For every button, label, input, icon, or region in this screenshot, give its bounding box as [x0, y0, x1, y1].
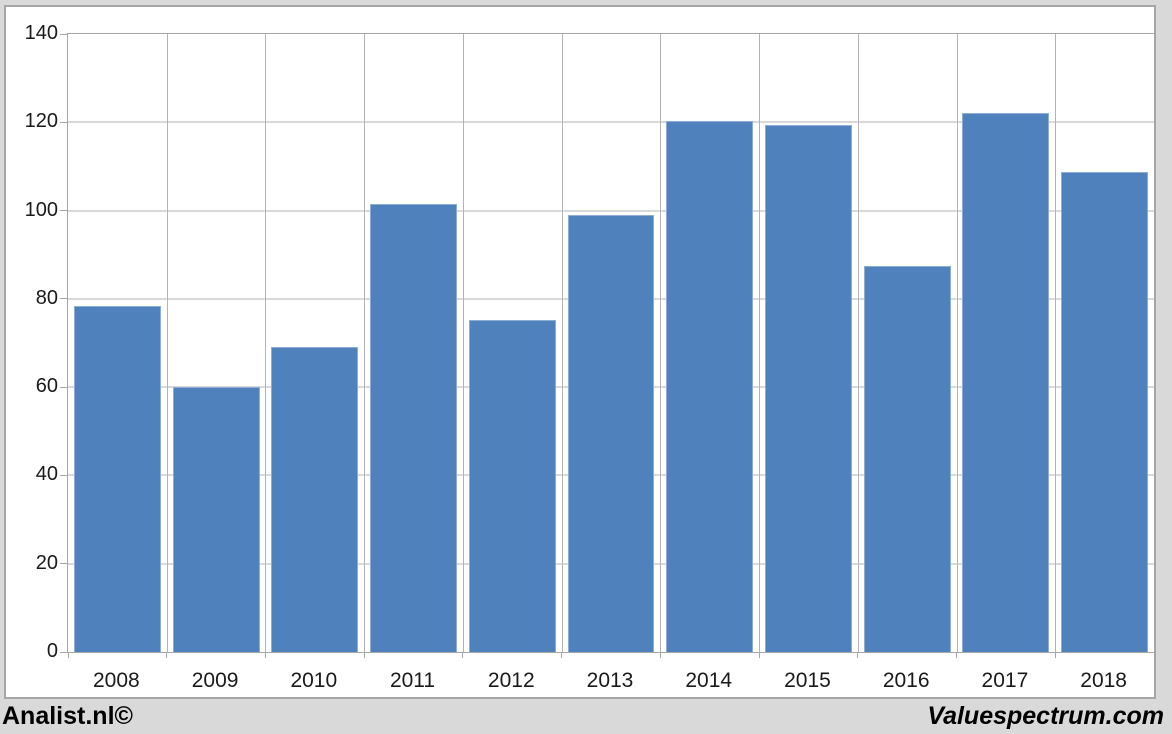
gridline-vertical — [364, 34, 366, 652]
y-axis-tick-20 — [60, 563, 68, 565]
y-axis-tick-label-20: 20 — [35, 551, 58, 574]
x-axis-tick — [462, 652, 464, 658]
x-axis-tick — [1054, 652, 1056, 658]
x-axis-tick — [1153, 652, 1155, 658]
bar-2011 — [370, 203, 457, 652]
x-axis-label-2018: 2018 — [1080, 669, 1127, 692]
gridline-horizontal-120 — [68, 121, 1154, 123]
y-axis-tick-100 — [60, 210, 68, 212]
bar-2012 — [468, 319, 556, 652]
x-axis-label-2016: 2016 — [882, 669, 930, 692]
bar-2014 — [666, 120, 754, 652]
x-axis-label-2009: 2009 — [191, 669, 239, 692]
x-axis-tick — [758, 652, 760, 658]
bar-2009 — [172, 386, 260, 652]
x-axis-tick — [264, 652, 266, 658]
chart-frame: 0 20 40 60 80 100 120 140 2008 2009 2010 2011 2012 2… — [4, 5, 1156, 699]
y-axis-tick-label-40: 40 — [35, 463, 58, 486]
footer-brand-analist: Analist.nl© — [2, 702, 133, 730]
gridline-vertical — [1055, 34, 1057, 652]
y-axis-tick-label-80: 80 — [35, 286, 58, 309]
footer: Analist.nl© Valuespectrum.com — [0, 699, 1172, 734]
x-axis-tick — [561, 652, 563, 658]
footer-brand-valuespectrum: Valuespectrum.com — [927, 702, 1164, 730]
x-axis-label-2014: 2014 — [685, 669, 733, 692]
bar-2010 — [271, 346, 359, 652]
x-axis-tick — [659, 652, 661, 658]
gridline-vertical — [759, 34, 761, 652]
y-axis-tick-0 — [60, 651, 68, 653]
y-axis-tick-120 — [60, 121, 68, 123]
bar-2013 — [567, 215, 655, 652]
y-axis-tick-80 — [60, 298, 68, 300]
y-axis-tick-label-100: 100 — [24, 198, 58, 221]
x-axis-tick — [67, 652, 69, 658]
gridline-horizontal-100 — [68, 210, 1154, 212]
x-axis-label-2017: 2017 — [981, 669, 1029, 692]
y-axis-labels: 0 20 40 60 80 100 120 140 — [6, 23, 58, 661]
bar-2018 — [1061, 172, 1149, 652]
y-axis-tick-40 — [60, 474, 68, 476]
x-axis-tick — [956, 652, 958, 658]
gridline-vertical — [660, 34, 662, 652]
x-axis-label-2012: 2012 — [487, 669, 535, 692]
y-axis-tick-140 — [60, 33, 68, 35]
bar-2017 — [962, 113, 1050, 652]
gridline-vertical — [956, 34, 958, 652]
y-axis-tick-60 — [60, 386, 68, 388]
x-axis-tick — [857, 652, 859, 658]
gridline-vertical — [561, 34, 563, 652]
x-axis-tick — [363, 652, 365, 658]
x-axis-tick — [166, 652, 168, 658]
gridline-vertical — [166, 34, 168, 652]
y-axis-tick-label-60: 60 — [35, 375, 58, 398]
plot-area — [60, 33, 1155, 658]
x-axis-label-2015: 2015 — [784, 669, 831, 692]
bar-2015 — [765, 124, 852, 652]
x-axis-label-2010: 2010 — [290, 669, 338, 692]
y-axis-tick-label-140: 140 — [24, 22, 58, 44]
x-axis-label-2013: 2013 — [586, 669, 634, 692]
bar-2008 — [73, 305, 161, 652]
x-axis-label-2011: 2011 — [389, 669, 436, 692]
gridline-vertical — [462, 34, 464, 652]
bar-2016 — [863, 265, 951, 652]
gridline-vertical — [857, 34, 859, 652]
gridline-vertical — [265, 34, 267, 652]
x-axis-label-2008: 2008 — [93, 669, 140, 692]
y-axis-tick-label-0: 0 — [46, 640, 58, 662]
y-axis-tick-label-120: 120 — [24, 110, 58, 133]
x-axis-labels: 2008 2009 2010 2011 2012 2013 2014 2015 2016 2017… — [67, 667, 1153, 695]
